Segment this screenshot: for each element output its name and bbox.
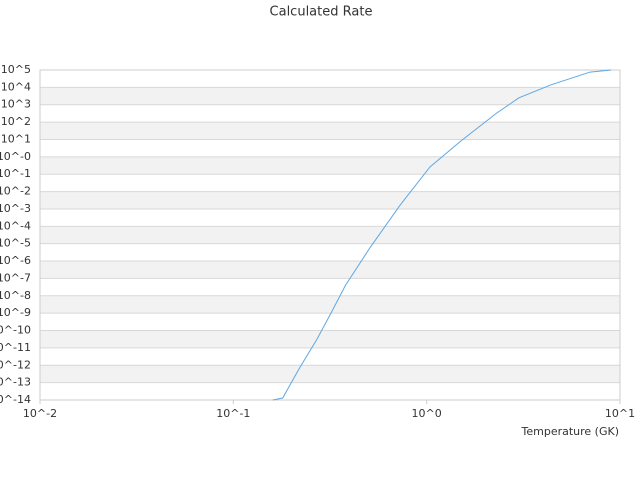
y-tick-label: 10^-6 <box>0 254 31 267</box>
grid-band <box>40 295 620 314</box>
y-tick-label: 10^-14 <box>0 393 31 406</box>
grid-band <box>40 226 620 244</box>
grid-band <box>40 87 620 105</box>
y-tick-label: 10^3 <box>1 98 31 111</box>
y-tick-label: 10^4 <box>1 80 31 93</box>
y-tick-label: 10^1 <box>1 132 31 145</box>
y-tick-label: 10^-2 <box>0 185 31 198</box>
x-tick-label: 10^-1 <box>216 407 250 420</box>
grid-band <box>40 191 620 209</box>
y-tick-label: 10^-3 <box>0 202 31 215</box>
y-tick-label: 10^-13 <box>0 376 31 389</box>
y-tick-label: 10^-11 <box>0 341 31 354</box>
y-tick-label: 10^-7 <box>0 271 31 284</box>
grid-band <box>40 261 620 279</box>
y-tick-label: 10^-1 <box>0 167 31 180</box>
x-axis-label: Temperature (GK) <box>521 425 620 438</box>
grid-band <box>40 156 620 175</box>
chart-title: Calculated Rate <box>270 5 373 20</box>
y-tick-label: 10^2 <box>1 115 31 128</box>
y-tick-label: 10^-0 <box>0 150 31 163</box>
x-tick-label: 10^-2 <box>23 407 57 420</box>
plot-border <box>39 69 621 401</box>
data-line <box>272 69 612 401</box>
grid-band <box>40 122 620 140</box>
grid-band <box>40 365 620 383</box>
y-tick-label: 10^-8 <box>0 289 31 302</box>
y-tick-label: 10^-4 <box>0 219 31 232</box>
grid-band <box>40 330 620 348</box>
y-tick-label: 10^-12 <box>0 358 31 371</box>
y-tick-label: 10^-5 <box>0 237 31 250</box>
x-tick-label: 10^1 <box>605 407 635 420</box>
y-tick-label: 10^-10 <box>0 324 31 337</box>
y-tick-label: 10^5 <box>1 63 31 76</box>
y-tick-label: 10^-9 <box>0 306 31 319</box>
x-tick-label: 10^0 <box>412 407 442 420</box>
